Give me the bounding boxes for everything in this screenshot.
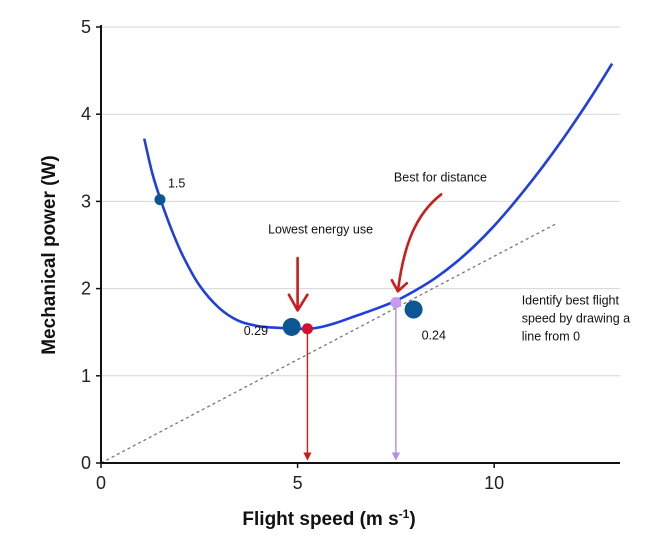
lowest-energy-label: Lowest energy use <box>268 223 373 237</box>
gridlines <box>101 26 620 377</box>
best-distance-arrow <box>396 193 443 293</box>
point-label-2: 0.29 <box>244 324 268 338</box>
annotation-arrows <box>287 193 443 312</box>
tick-labels: 0 5 10 0 1 2 3 4 5 <box>81 17 504 493</box>
x-tick-label-0: 0 <box>96 473 106 493</box>
drop-lines <box>303 302 401 461</box>
data-point-2 <box>282 317 301 336</box>
data-points <box>154 194 423 336</box>
y-tick-label-5: 5 <box>81 17 91 37</box>
data-point-4 <box>390 297 402 309</box>
x-tick-label-5: 5 <box>293 473 303 493</box>
identify-label-line-2: speed by drawing a <box>522 311 630 325</box>
point-label-1: 1.5 <box>168 177 185 191</box>
x-axis-title: Flight speed (m s-1) <box>242 507 415 530</box>
y-tick-label-1: 1 <box>81 366 91 386</box>
power-curve <box>142 62 614 331</box>
x-tick-label-10: 10 <box>484 473 504 493</box>
point-label-5: 0.24 <box>422 329 446 343</box>
data-point-1 <box>154 194 166 206</box>
identify-label-line-3: line from 0 <box>522 329 580 343</box>
identify-label-line-1: Identify best flight <box>522 293 620 307</box>
data-point-5 <box>404 300 423 319</box>
annotations: 1.5 0.29 0.24 Lowest energy use Best for dis… <box>168 170 630 343</box>
data-point-3 <box>301 323 313 335</box>
y-tick-label-2: 2 <box>81 279 91 299</box>
tangent-line-from-origin <box>100 222 558 464</box>
lowest-energy-arrow <box>287 256 309 312</box>
best-distance-label: Best for distance <box>394 170 487 184</box>
axes <box>96 25 620 468</box>
y-axis-title: Mechanical power (W) <box>39 155 60 355</box>
y-tick-label-4: 4 <box>81 104 91 124</box>
y-tick-label-3: 3 <box>81 191 91 211</box>
x-axis-title-end: ) <box>409 509 415 530</box>
x-axis-title-main: Flight speed (m s <box>242 509 398 530</box>
best-distance-arrowhead <box>390 278 409 293</box>
y-tick-label-0: 0 <box>81 453 91 473</box>
x-axis-title-sup: -1 <box>399 507 410 521</box>
